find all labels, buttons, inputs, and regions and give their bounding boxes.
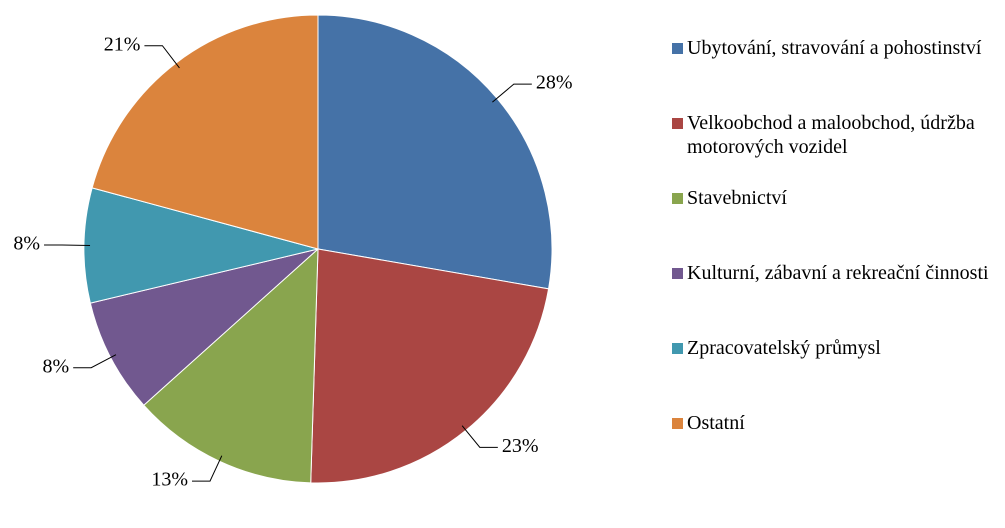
legend-label: Ubytování, stravování a pohostinství: [687, 37, 982, 59]
data-label: 13%: [151, 469, 188, 491]
legend-swatch: [672, 268, 683, 279]
legend-label: Kulturní, zábavní a rekreační činnosti: [687, 262, 989, 284]
legend-entry: Stavebnictví: [672, 186, 1002, 261]
pie-slice: [317, 14, 553, 290]
data-label: 21%: [104, 33, 141, 55]
legend: Ubytování, stravování a pohostinství Velk…: [672, 36, 1002, 486]
leader-line: [461, 425, 498, 448]
legend-swatch: [672, 343, 683, 354]
legend-entry: Ostatní: [672, 411, 1002, 486]
data-label: 8%: [13, 233, 40, 255]
legend-entry: Ubytování, stravování a pohostinství: [672, 36, 1002, 111]
legend-label: Stavebnictví: [687, 187, 787, 209]
leader-line: [492, 83, 532, 103]
legend-entry: Velkoobchod a maloobchod, údržba motorov…: [672, 111, 1002, 186]
chart: 28% 23% 13% 8% 8% 21%: [13, 14, 573, 491]
leader-line: [73, 354, 117, 369]
legend-entry: Zpracovatelský průmysl: [672, 336, 1002, 411]
data-label: 8%: [43, 355, 70, 377]
legend-swatch: [672, 193, 683, 204]
legend-swatch: [672, 43, 683, 54]
legend-label: Velkoobchod a maloobchod, údržba motorov…: [687, 112, 975, 158]
data-label: 23%: [502, 435, 539, 457]
leader-line: [192, 455, 223, 482]
leader-line: [144, 45, 180, 69]
legend-swatch: [672, 118, 683, 129]
legend-label: Ostatní: [687, 412, 745, 434]
data-label: 28%: [536, 72, 573, 94]
legend-swatch: [672, 418, 683, 429]
legend-entry: Kulturní, zábavní a rekreační činnosti: [672, 261, 1002, 336]
legend-label: Zpracovatelský průmysl: [687, 337, 881, 359]
